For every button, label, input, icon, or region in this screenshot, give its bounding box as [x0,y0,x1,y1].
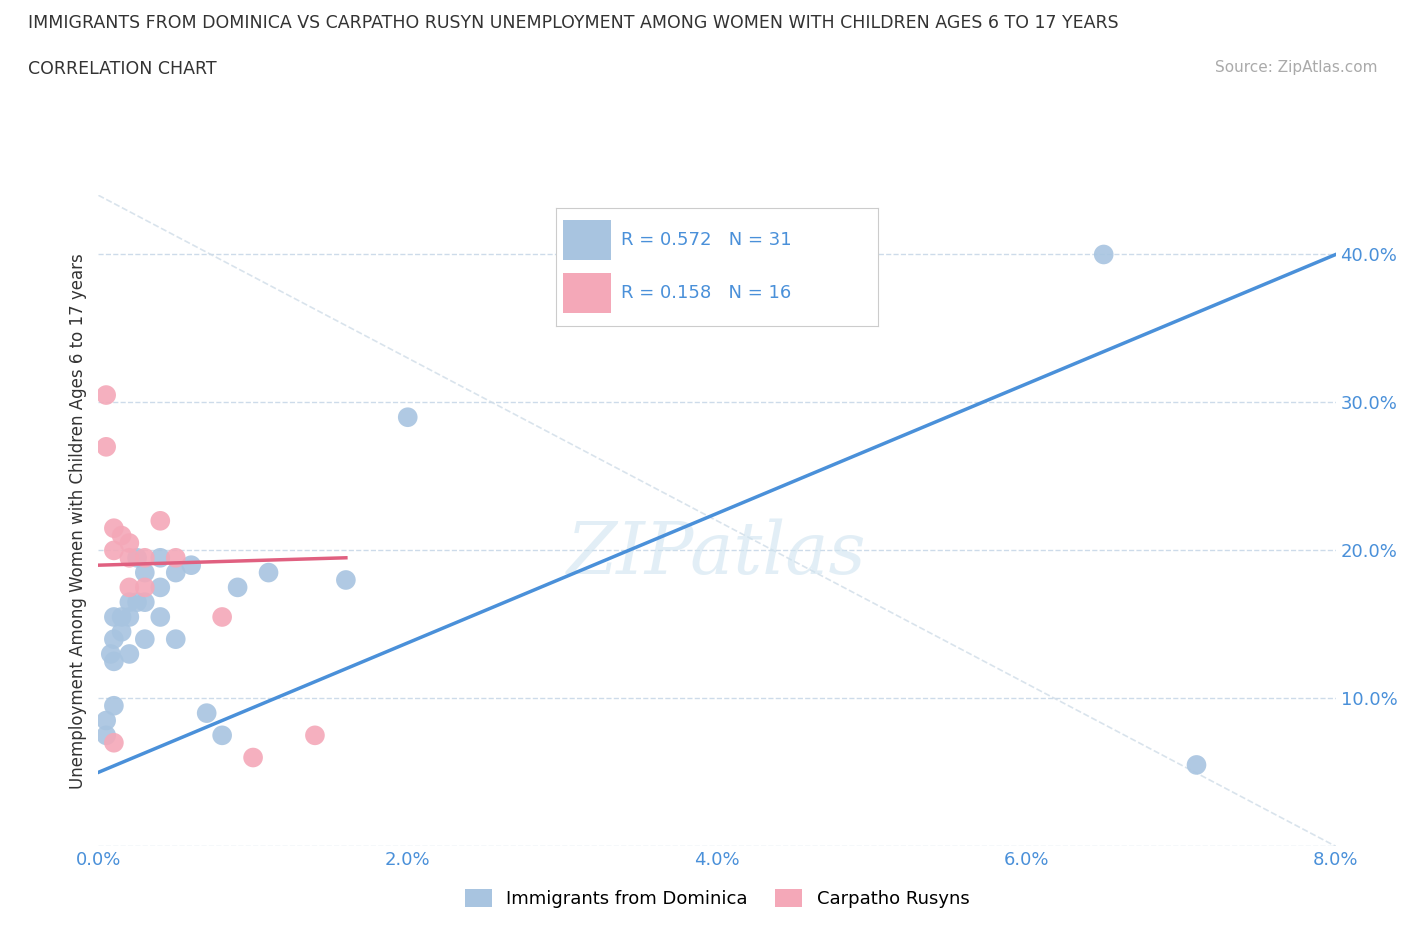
Point [103,736,125,751]
Point [111,609,132,624]
Point [118,580,141,595]
Point [165,631,187,646]
Point [103,631,125,646]
Point [103,654,125,669]
Point [118,595,141,610]
Point [96,713,118,728]
Point [134,580,156,595]
Point [396,410,419,425]
Point [211,609,233,624]
Legend: Immigrants from Dominica, Carpatho Rusyns: Immigrants from Dominica, Carpatho Rusyn… [457,882,977,915]
Point [96,728,118,743]
Point [103,521,125,536]
Point [103,543,125,558]
Point [127,551,149,565]
Text: IMMIGRANTS FROM DOMINICA VS CARPATHO RUSYN UNEMPLOYMENT AMONG WOMEN WITH CHILDRE: IMMIGRANTS FROM DOMINICA VS CARPATHO RUS… [28,14,1119,32]
Point [118,646,141,661]
Point [1185,757,1208,772]
Text: CORRELATION CHART: CORRELATION CHART [28,60,217,78]
Point [180,558,202,573]
Point [134,631,156,646]
Point [195,706,218,721]
Text: ZIPatlas: ZIPatlas [567,518,868,589]
Point [111,528,132,543]
Point [127,595,149,610]
Point [96,388,118,403]
Point [165,551,187,565]
Point [226,580,249,595]
Point [111,624,132,639]
Point [118,536,141,551]
Point [165,565,187,580]
Point [118,609,141,624]
Point [257,565,280,580]
Point [103,698,125,713]
Point [304,728,326,743]
Point [149,609,172,624]
Point [335,573,357,588]
Point [149,551,172,565]
Point [134,565,156,580]
Point [134,595,156,610]
Point [103,609,125,624]
Point [149,580,172,595]
Point [100,646,122,661]
Point [96,439,118,454]
Text: Source: ZipAtlas.com: Source: ZipAtlas.com [1215,60,1378,75]
Y-axis label: Unemployment Among Women with Children Ages 6 to 17 years: Unemployment Among Women with Children A… [69,253,87,789]
Point [118,551,141,565]
Point [134,551,156,565]
Point [149,513,172,528]
Point [242,751,264,765]
Point [1092,247,1115,262]
Point [211,728,233,743]
